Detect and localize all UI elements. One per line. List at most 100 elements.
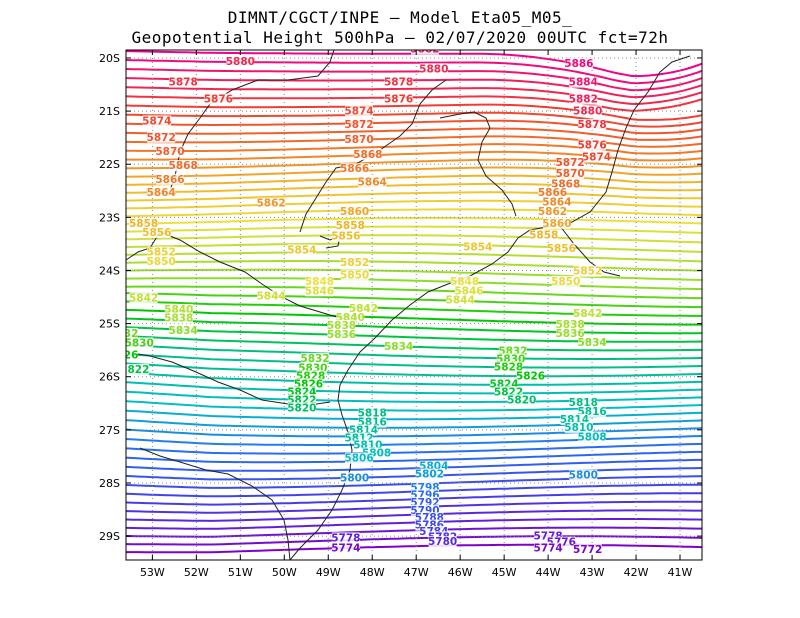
contour-label-bg: [301, 352, 330, 364]
contour-line: [126, 234, 702, 244]
contour-label-bg: [410, 481, 439, 493]
contour-label-bg: [578, 119, 607, 131]
contour-label-bg: [538, 206, 567, 218]
contour-label: 5860: [340, 206, 369, 218]
contour-label-bg: [331, 542, 360, 554]
x-tick-label: 42W: [624, 566, 649, 579]
contour-label: 5852: [340, 257, 369, 269]
contour-label: 5886: [564, 58, 593, 70]
contour-label-bg: [578, 336, 607, 348]
contour-line: [126, 208, 702, 218]
contour-label: 5874: [582, 152, 611, 164]
contour-label-bg: [564, 58, 593, 69]
contour-label-bg: [547, 536, 576, 548]
contour-label: 5838: [164, 312, 193, 324]
contour-label: 5778: [331, 532, 360, 544]
contour-label: 5864: [542, 197, 571, 209]
contour-label: 5852: [147, 247, 176, 259]
y-tick-label: 26S: [99, 371, 120, 384]
contour-label: 5880: [419, 63, 448, 75]
coastline-segment: [126, 231, 161, 261]
contour-label-bg: [257, 197, 286, 209]
contour-label: 5878: [577, 119, 606, 131]
contour-label: 5856: [331, 231, 360, 243]
contour-label-bg: [345, 452, 374, 464]
x-tick-label: 50W: [272, 566, 297, 579]
contour-line: [126, 450, 702, 464]
contour-label: 5854: [463, 241, 492, 253]
contour-label-bg: [454, 285, 483, 297]
x-tick-label: 53W: [140, 566, 165, 579]
contour-line: [126, 467, 702, 481]
contour-label-bg: [353, 148, 382, 160]
contour-label-bg: [569, 396, 598, 408]
contour-line: [126, 381, 702, 395]
contour-line: [126, 143, 702, 155]
contour-label-bg: [529, 229, 558, 241]
contour-label: 5874: [142, 115, 171, 127]
contour-label: 5884: [569, 77, 598, 89]
contour-label-bg: [345, 119, 374, 131]
contour-line: [126, 409, 702, 421]
contour-label-bg: [340, 472, 369, 484]
contour-label: 5876: [577, 139, 606, 151]
contour-label: 5838: [327, 320, 356, 332]
contour-line: [126, 191, 702, 202]
contour-label: 5808: [577, 431, 606, 443]
contour-line: [126, 251, 702, 263]
contour-label: 5882: [569, 94, 598, 106]
contour-label: 5822: [120, 364, 149, 376]
contour-label: 5862: [538, 206, 567, 218]
contour-label: 5832: [300, 353, 329, 365]
contour-label-bg: [327, 319, 356, 331]
contour-label-bg: [556, 318, 585, 330]
contour-label: 5826: [109, 350, 138, 362]
contour-label-bg: [415, 519, 444, 531]
contour-line: [126, 435, 702, 446]
contour-line: [126, 344, 702, 360]
contour-label: 5858: [129, 218, 158, 230]
contour-line: [126, 103, 702, 121]
contour-label-bg: [410, 496, 439, 508]
contour-label-bg: [573, 105, 602, 117]
x-tick-label: 45W: [492, 566, 517, 579]
contour-label-bg: [534, 530, 563, 542]
x-tick-label: 51W: [228, 566, 253, 579]
contour-label: 5818: [358, 408, 387, 420]
contour-line: [126, 127, 702, 141]
contour-label-bg: [358, 176, 387, 188]
contour-label-bg: [564, 421, 593, 433]
contour-label-bg: [129, 292, 158, 304]
contour-label: 5852: [573, 266, 602, 278]
contour-label: 5850: [551, 276, 580, 288]
contour-label-bg: [582, 151, 611, 163]
contour-label-bg: [164, 303, 193, 315]
contour-label-bg: [336, 220, 365, 232]
contour-line: [126, 174, 702, 186]
contour-label: 5868: [353, 149, 382, 161]
y-tick-label: 21S: [99, 105, 120, 118]
contour-label-bg: [142, 226, 171, 238]
contour-label: 5882: [410, 44, 439, 56]
contour-label-bg: [147, 246, 176, 258]
contour-label-bg: [340, 257, 369, 269]
contour-label-bg: [578, 405, 607, 417]
contour-label-bg: [257, 290, 286, 302]
contour-label: 5878: [384, 77, 413, 89]
contour-label-bg: [147, 131, 176, 143]
contour-label: 5856: [142, 227, 171, 239]
contour-line: [126, 242, 702, 253]
contour-label: 5876: [384, 94, 413, 106]
contour-label-bg: [490, 378, 519, 390]
contour-label-bg: [410, 504, 439, 516]
contour-label-bg: [126, 364, 149, 375]
contour-label-bg: [126, 327, 138, 339]
contour-label-bg: [305, 275, 334, 287]
contour-label-bg: [496, 353, 525, 365]
contour-label-bg: [270, 34, 298, 45]
contour-label: 5876: [204, 94, 233, 106]
contour-label: 5834: [169, 325, 198, 337]
contour-label: 5864: [147, 187, 176, 199]
contour-label-bg: [336, 311, 365, 323]
contour-label-bg: [155, 173, 184, 185]
